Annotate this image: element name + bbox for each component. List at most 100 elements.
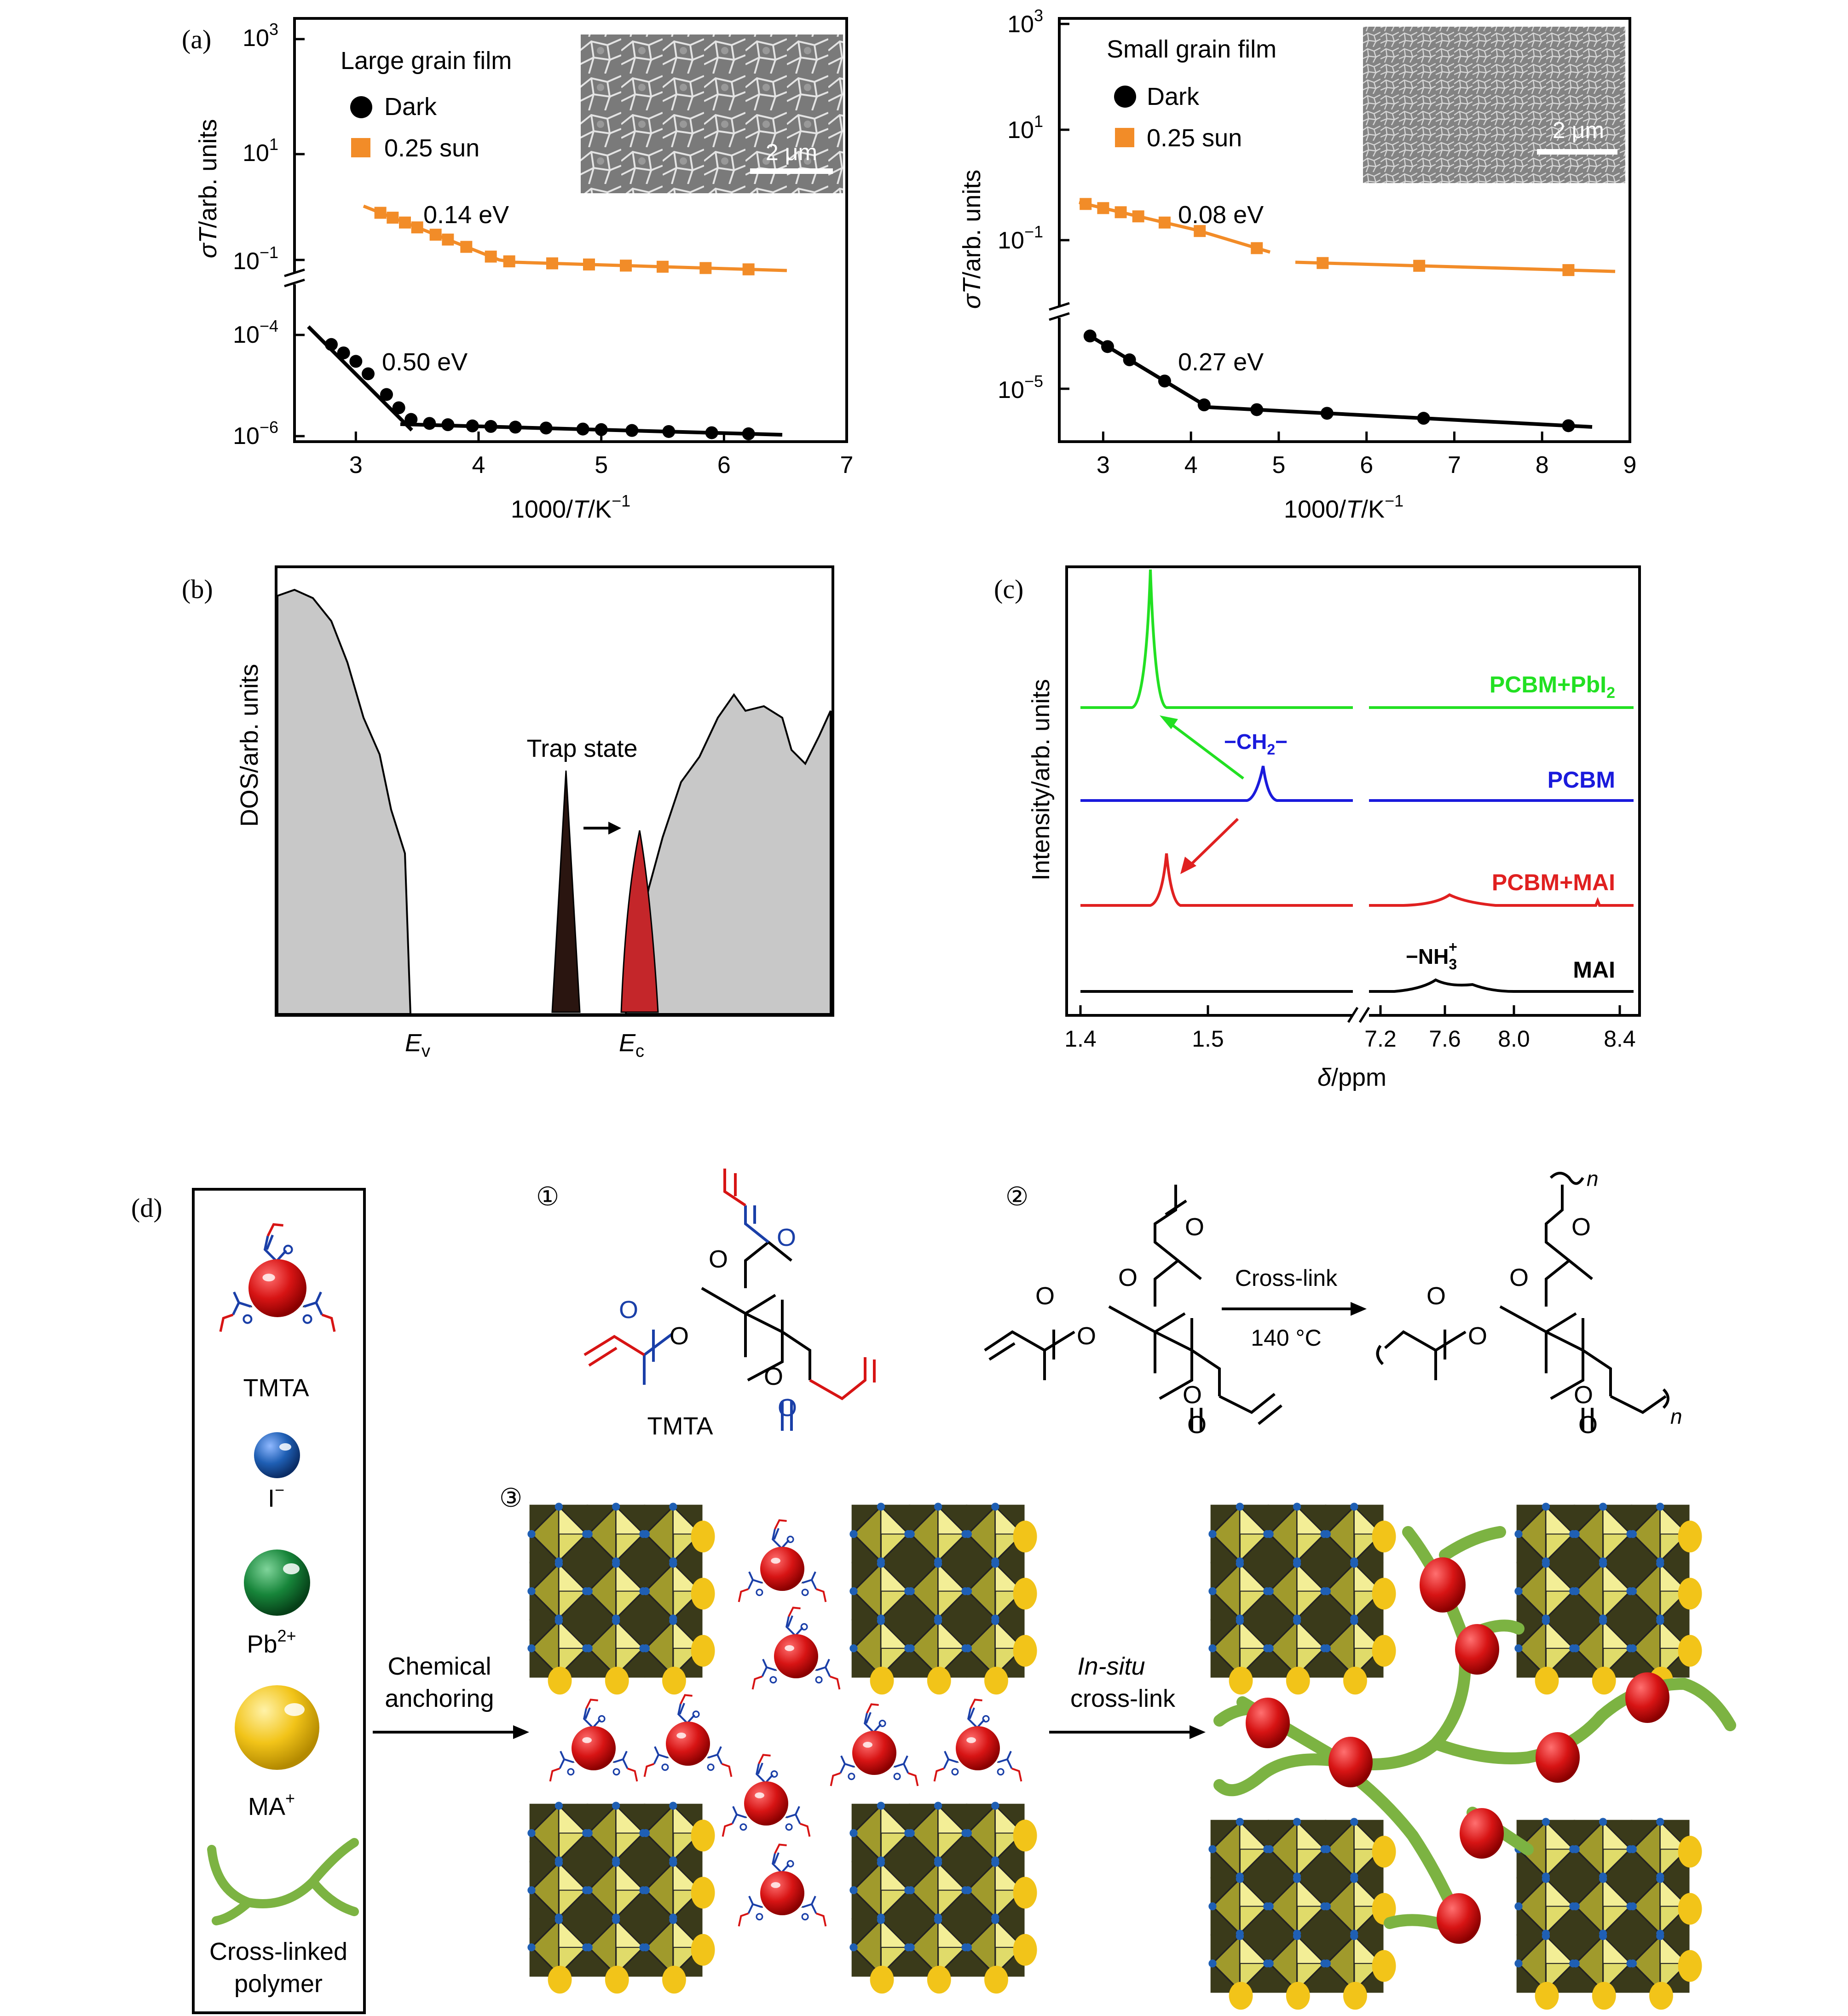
step-2-marker: ② bbox=[1005, 1183, 1028, 1211]
data-point-dark bbox=[484, 420, 497, 433]
legend-label-sun: 0.25 sun bbox=[384, 134, 479, 162]
data-point-dark bbox=[595, 423, 608, 436]
data-point-dark bbox=[423, 417, 436, 430]
trap-state-label: Trap state bbox=[526, 735, 637, 762]
data-point-dark bbox=[509, 420, 522, 434]
data-point-dark bbox=[362, 367, 375, 380]
panel-label-d: (d) bbox=[131, 1193, 162, 1223]
series-label-pcbm: PCBM bbox=[1548, 767, 1615, 793]
data-point-sun bbox=[1413, 259, 1426, 272]
crosslinked-tmta-nodes bbox=[1246, 1557, 1669, 1944]
x-axis: 3 4 5 6 7 bbox=[349, 432, 854, 478]
repeat-unit-n: n bbox=[1670, 1405, 1682, 1428]
crosslinked-product-structure bbox=[1376, 1172, 1669, 1431]
tmta-structure-label: TMTA bbox=[647, 1412, 713, 1440]
data-point-sun bbox=[546, 257, 558, 270]
x-tick-label: 5 bbox=[1272, 452, 1285, 478]
data-point-dark bbox=[539, 421, 553, 435]
panel-label-c: (c) bbox=[994, 574, 1023, 604]
oxygen-label: O bbox=[778, 1394, 797, 1422]
scale-bar-label: 2 μm bbox=[1553, 117, 1604, 143]
activation-energy-dark: 0.27 eV bbox=[1178, 348, 1264, 376]
panel-label-b: (b) bbox=[182, 574, 213, 604]
axis-break bbox=[284, 268, 305, 288]
series-label-pcbm-mai: PCBM+MAI bbox=[1492, 870, 1615, 895]
data-point-sun bbox=[1317, 257, 1329, 269]
ch2-label: −CH2− bbox=[1224, 730, 1288, 758]
spectrum-mai bbox=[1080, 978, 1634, 993]
plot-frame bbox=[293, 17, 848, 443]
oxygen-label: O bbox=[777, 1224, 796, 1251]
crosslink-temperature: 140 °C bbox=[1251, 1325, 1321, 1351]
repeat-unit-n: n bbox=[1587, 1167, 1599, 1191]
data-point-dark bbox=[392, 401, 405, 415]
x-axis-label: δ/ppm bbox=[1317, 1064, 1386, 1091]
data-point-sun bbox=[460, 241, 473, 253]
legend-label-dark: Dark bbox=[1147, 83, 1200, 110]
oxygen-label: O bbox=[1426, 1282, 1446, 1310]
data-point-sun bbox=[399, 216, 411, 229]
sem-inset-image bbox=[581, 35, 843, 193]
data-point-dark bbox=[1083, 329, 1097, 343]
legend-box bbox=[192, 1188, 366, 2014]
perovskite-block-top-right-crosslinked bbox=[1514, 1503, 1702, 1694]
chemical-anchoring-label-line2: anchoring bbox=[385, 1685, 494, 1712]
data-point-dark bbox=[325, 338, 338, 351]
fit-line-dark-steep bbox=[307, 325, 413, 432]
fit-line-sun-2 bbox=[1295, 260, 1616, 273]
oxygen-label: O bbox=[1571, 1213, 1591, 1241]
iodide-ion-icon bbox=[254, 1432, 300, 1478]
data-point-sun bbox=[411, 221, 423, 234]
x-tick-label: 8.4 bbox=[1604, 1026, 1636, 1052]
data-point-sun bbox=[1158, 216, 1171, 229]
fit-line-dark-flat bbox=[1207, 405, 1593, 429]
legend-tmta: TMTA bbox=[243, 1374, 309, 1402]
data-point-dark bbox=[1562, 419, 1575, 432]
x-tick-label: 7 bbox=[840, 452, 854, 478]
data-point-dark bbox=[1417, 412, 1430, 425]
axis-break bbox=[1347, 1007, 1370, 1023]
shift-arrow-red bbox=[1187, 818, 1239, 869]
oxygen-label: O bbox=[619, 1296, 638, 1324]
y-axis-label: σT/arb. units bbox=[194, 119, 222, 259]
data-point-sun bbox=[1251, 242, 1263, 254]
spectrum-pcbm-pbi2 bbox=[1080, 569, 1634, 709]
svg-text:103: 103 bbox=[243, 20, 278, 52]
lead-ion-icon bbox=[244, 1549, 310, 1616]
data-point-sun bbox=[583, 258, 595, 271]
oxygen-label: O bbox=[1187, 1411, 1207, 1439]
x-axis-label: 1000/T/K−1 bbox=[1284, 491, 1403, 523]
data-point-sun bbox=[1562, 264, 1575, 276]
oxygen-label: O bbox=[1077, 1322, 1096, 1350]
legend-polymer-line2: polymer bbox=[234, 1970, 323, 1998]
svg-text:10−1: 10−1 bbox=[998, 222, 1043, 254]
data-point-sun bbox=[485, 250, 497, 263]
conduction-band-area bbox=[624, 693, 832, 1015]
step-3-marker: ③ bbox=[499, 1484, 522, 1513]
data-point-sun bbox=[699, 262, 712, 274]
series-label-pcbm-pbi2: PCBM+PbI2 bbox=[1490, 672, 1615, 702]
svg-text:10−6: 10−6 bbox=[233, 418, 278, 449]
y-tick-label: 10 bbox=[243, 25, 269, 52]
svg-text:103: 103 bbox=[1007, 6, 1043, 38]
x-tick-label: 8.0 bbox=[1498, 1026, 1530, 1052]
cross-linked-polymer-icon bbox=[207, 1838, 359, 1925]
x-tick-label: 7.2 bbox=[1364, 1026, 1397, 1052]
legend-marker-dark bbox=[1114, 86, 1136, 108]
data-point-sun bbox=[1132, 210, 1144, 223]
panel-d: (d) TMTA I− Pb2+ MA+ Cross-linked polyme… bbox=[131, 1167, 1736, 2014]
legend-polymer-line1: Cross-linked bbox=[209, 1938, 347, 1965]
data-point-dark bbox=[1320, 407, 1334, 420]
data-point-dark bbox=[662, 425, 676, 438]
legend-label-dark: Dark bbox=[384, 93, 437, 121]
y-tick-labels: 103 101 10−1 10−4 10−6 bbox=[233, 20, 278, 449]
data-point-sun bbox=[620, 259, 632, 272]
legend-marker-sun bbox=[351, 138, 370, 157]
series-label-mai: MAI bbox=[1573, 957, 1615, 983]
fit-line-dark-flat bbox=[400, 422, 783, 437]
y-tick-label: 10 bbox=[243, 140, 269, 167]
y-tick-label: 10 bbox=[1007, 117, 1034, 144]
svg-text:10−1: 10−1 bbox=[233, 243, 278, 275]
plot-frame bbox=[1058, 17, 1631, 443]
